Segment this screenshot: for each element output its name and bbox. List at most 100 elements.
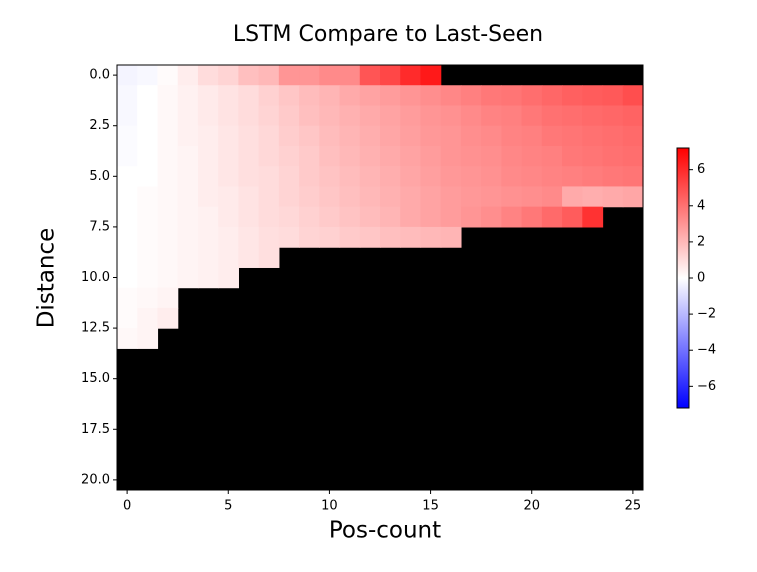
heat-cell: [157, 287, 179, 309]
x-tick-label: 5: [224, 499, 232, 514]
heat-cell: [117, 65, 138, 86]
heat-cell: [602, 125, 624, 147]
heat-cell: [137, 145, 159, 167]
heat-cell: [117, 287, 138, 309]
heat-cell: [521, 125, 543, 147]
y-tick-label: 7.5: [89, 219, 110, 234]
y-tick-label: 20.0: [81, 472, 110, 487]
heat-cell: [117, 247, 138, 268]
heat-cell: [258, 166, 280, 188]
heat-cell: [299, 125, 320, 147]
heat-cell: [582, 186, 604, 208]
heat-cell: [218, 65, 239, 86]
heat-cell: [157, 247, 179, 268]
heat-cell: [541, 206, 563, 228]
heat-cell: [400, 105, 422, 127]
heat-cell: [359, 105, 381, 127]
heat-cell: [238, 186, 260, 208]
heat-cell: [541, 166, 563, 188]
heat-cell: [278, 85, 300, 107]
heat-cell: [258, 145, 280, 167]
heat-cell: [582, 85, 604, 107]
heat-cell: [218, 267, 239, 289]
heat-cell: [380, 186, 401, 208]
heat-cell: [400, 65, 422, 86]
heat-cell: [359, 65, 381, 86]
heat-cell: [400, 166, 422, 188]
heat-cell: [117, 105, 138, 127]
heat-cell: [420, 186, 442, 208]
heat-cell: [238, 65, 260, 86]
x-axis-label: Pos-count: [329, 518, 441, 544]
heat-cell: [481, 206, 502, 228]
heat-cell: [481, 145, 502, 167]
heat-cell: [602, 186, 624, 208]
heat-cell: [177, 85, 199, 107]
heat-cell: [299, 65, 320, 86]
heat-cell: [562, 85, 583, 107]
heat-cell: [258, 186, 280, 208]
heat-cell: [238, 166, 260, 188]
heat-cell: [339, 145, 361, 167]
heat-cell: [541, 85, 563, 107]
heat-cell: [177, 247, 199, 268]
heat-cell: [157, 105, 179, 127]
heat-cell: [258, 65, 280, 86]
heat-cell: [177, 267, 199, 289]
heat-cell: [319, 125, 341, 147]
heat-cell: [440, 125, 462, 147]
y-tick-label: 5.0: [89, 169, 110, 184]
heat-cell: [400, 226, 422, 248]
heat-cell: [400, 145, 422, 167]
x-tick-label: 15: [422, 499, 439, 514]
heat-cell: [501, 206, 523, 228]
heat-cell: [157, 85, 179, 107]
heat-cell: [218, 206, 239, 228]
heat-cell: [137, 105, 159, 127]
heat-cell: [319, 65, 341, 86]
heat-cell: [460, 105, 482, 127]
heat-cell: [622, 145, 644, 167]
heat-cell: [157, 267, 179, 289]
heat-cell: [380, 85, 401, 107]
heat-cell: [562, 206, 583, 228]
heat-cell: [440, 105, 462, 127]
colorbar: [676, 147, 690, 409]
heat-cell: [137, 206, 159, 228]
heat-cell: [359, 206, 381, 228]
heat-cell: [562, 145, 583, 167]
y-tick-label: 10.0: [81, 270, 110, 285]
heat-cell: [380, 206, 401, 228]
heat-cell: [541, 125, 563, 147]
heat-cell: [380, 105, 401, 127]
heat-cell: [299, 145, 320, 167]
heat-cell: [258, 105, 280, 127]
heat-cell: [460, 206, 482, 228]
heat-cell: [137, 328, 159, 349]
heat-cell: [197, 166, 219, 188]
heat-cell: [177, 105, 199, 127]
heat-cell: [339, 166, 361, 188]
heat-cell: [420, 105, 442, 127]
heat-cell: [339, 125, 361, 147]
heat-cell: [582, 206, 604, 228]
heat-cell: [339, 65, 361, 86]
heat-cell: [177, 145, 199, 167]
heat-cell: [521, 145, 543, 167]
x-tick-label: 20: [523, 499, 540, 514]
colorbar-tick-label: −4: [697, 343, 716, 358]
heat-cell: [359, 145, 381, 167]
heat-cell: [460, 125, 482, 147]
heat-cell: [258, 206, 280, 228]
heat-cell: [622, 125, 644, 147]
heat-cell: [197, 206, 219, 228]
heat-cell: [117, 206, 138, 228]
heat-cell: [157, 125, 179, 147]
heat-cell: [197, 247, 219, 268]
heat-cell: [339, 226, 361, 248]
heat-cell: [501, 105, 523, 127]
heat-cell: [299, 226, 320, 248]
heat-cell: [339, 206, 361, 228]
heat-cell: [319, 85, 341, 107]
heat-cell: [278, 125, 300, 147]
